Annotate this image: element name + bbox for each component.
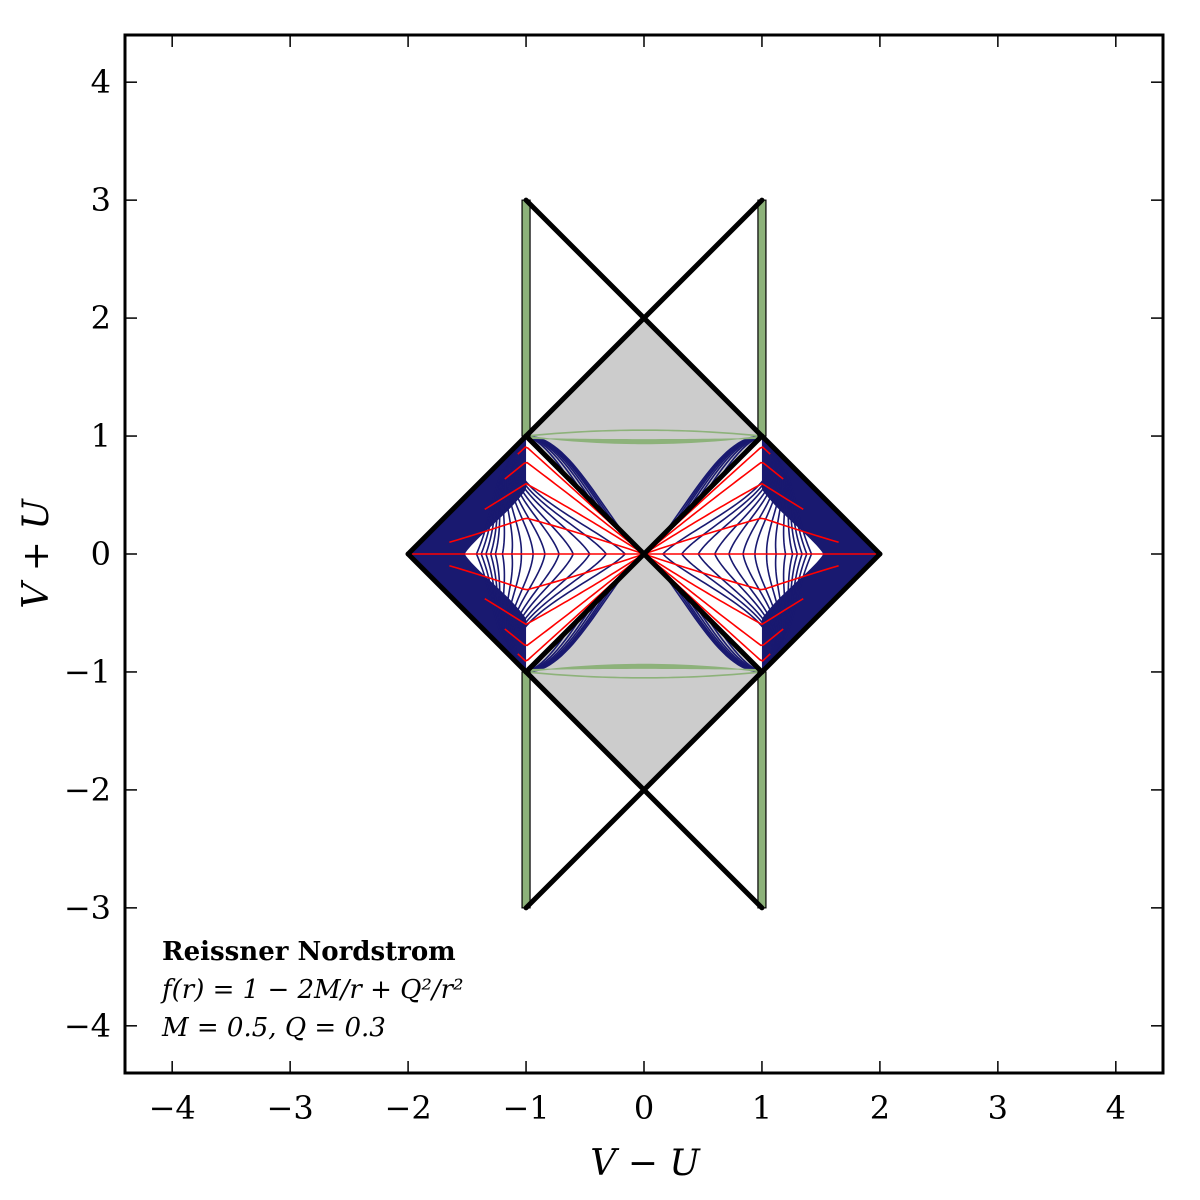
constant-t-curve-right-3-up <box>643 461 784 555</box>
x-tick-label-1: −3 <box>267 1089 314 1127</box>
inner-horizon-curve-top <box>525 429 763 437</box>
inner-horizon-curve-bottom <box>525 671 763 679</box>
annotation-box: Reissner Nordstrom f(r) = 1 − 2M/r + Q²/… <box>160 937 464 1043</box>
x-tick-label-8: 4 <box>1106 1089 1126 1127</box>
singularity-line-1 <box>757 199 767 437</box>
x-tick-label-3: −1 <box>502 1089 549 1127</box>
y-tick-label-4: 0 <box>91 535 111 573</box>
y-tick-label-2: −2 <box>64 771 111 809</box>
singularity-line-0 <box>521 199 531 437</box>
constant-t-curve-left-3-down <box>504 553 645 647</box>
x-tick-label-5: 1 <box>752 1089 772 1127</box>
x-axis-label: V − U <box>590 1143 701 1184</box>
constant-t-curve-left-1-down <box>449 553 645 591</box>
y-tick-label-0: −4 <box>64 1007 111 1045</box>
constant-t-curve-left-3-up <box>504 461 645 555</box>
boundary-segment-9 <box>523 433 765 675</box>
boundary-segment-2 <box>523 197 765 439</box>
constant-t-curve-right-2-down <box>643 553 804 626</box>
y-tick-label-5: 1 <box>91 417 111 455</box>
constant-t-curve-left-1-up <box>449 517 645 555</box>
axis-ticks: −4 −3 −2 −1 0 1 2 3 4 −4 −3 −2 −1 0 1 2 3 4 <box>64 35 1163 1127</box>
plot-content <box>405 197 883 911</box>
boundary-segment-6 <box>523 669 765 911</box>
annotation-title: Reissner Nordstrom <box>162 937 456 967</box>
x-tick-label-7: 3 <box>988 1089 1008 1127</box>
y-tick-label-7: 3 <box>91 181 111 219</box>
constant-t-curve-right-1-up <box>643 517 839 555</box>
y-tick-label-6: 2 <box>91 299 111 337</box>
y-axis-label: V + U <box>16 498 57 609</box>
x-tick-label-6: 2 <box>870 1089 890 1127</box>
singularity-line-2 <box>521 671 531 909</box>
annotation-line-2: M = 0.5, Q = 0.3 <box>161 1013 386 1043</box>
boundary-segment-7 <box>405 551 529 675</box>
y-tick-label-8: 4 <box>91 63 111 101</box>
x-tick-label-2: −2 <box>385 1089 432 1127</box>
constant-t-curve-right-3-down <box>643 553 784 647</box>
y-tick-label-3: −1 <box>64 653 111 691</box>
constant-t-curve-right-2-up <box>643 482 804 555</box>
boundary-segment-3 <box>759 433 883 557</box>
x-tick-label-4: 0 <box>634 1089 654 1127</box>
y-tick-label-1: −3 <box>64 889 111 927</box>
boundary-segment-0 <box>405 433 529 557</box>
x-tick-label-0: −4 <box>149 1089 196 1127</box>
constant-t-curve-left-2-down <box>484 553 645 626</box>
constant-t-curve-left-2-up <box>484 482 645 555</box>
constant-t-curve-right-1-down <box>643 553 839 591</box>
boundary-segment-4 <box>759 551 883 675</box>
annotation-line-1: f(r) = 1 − 2M/r + Q²/r² <box>160 975 464 1005</box>
singularity-line-3 <box>757 671 767 909</box>
